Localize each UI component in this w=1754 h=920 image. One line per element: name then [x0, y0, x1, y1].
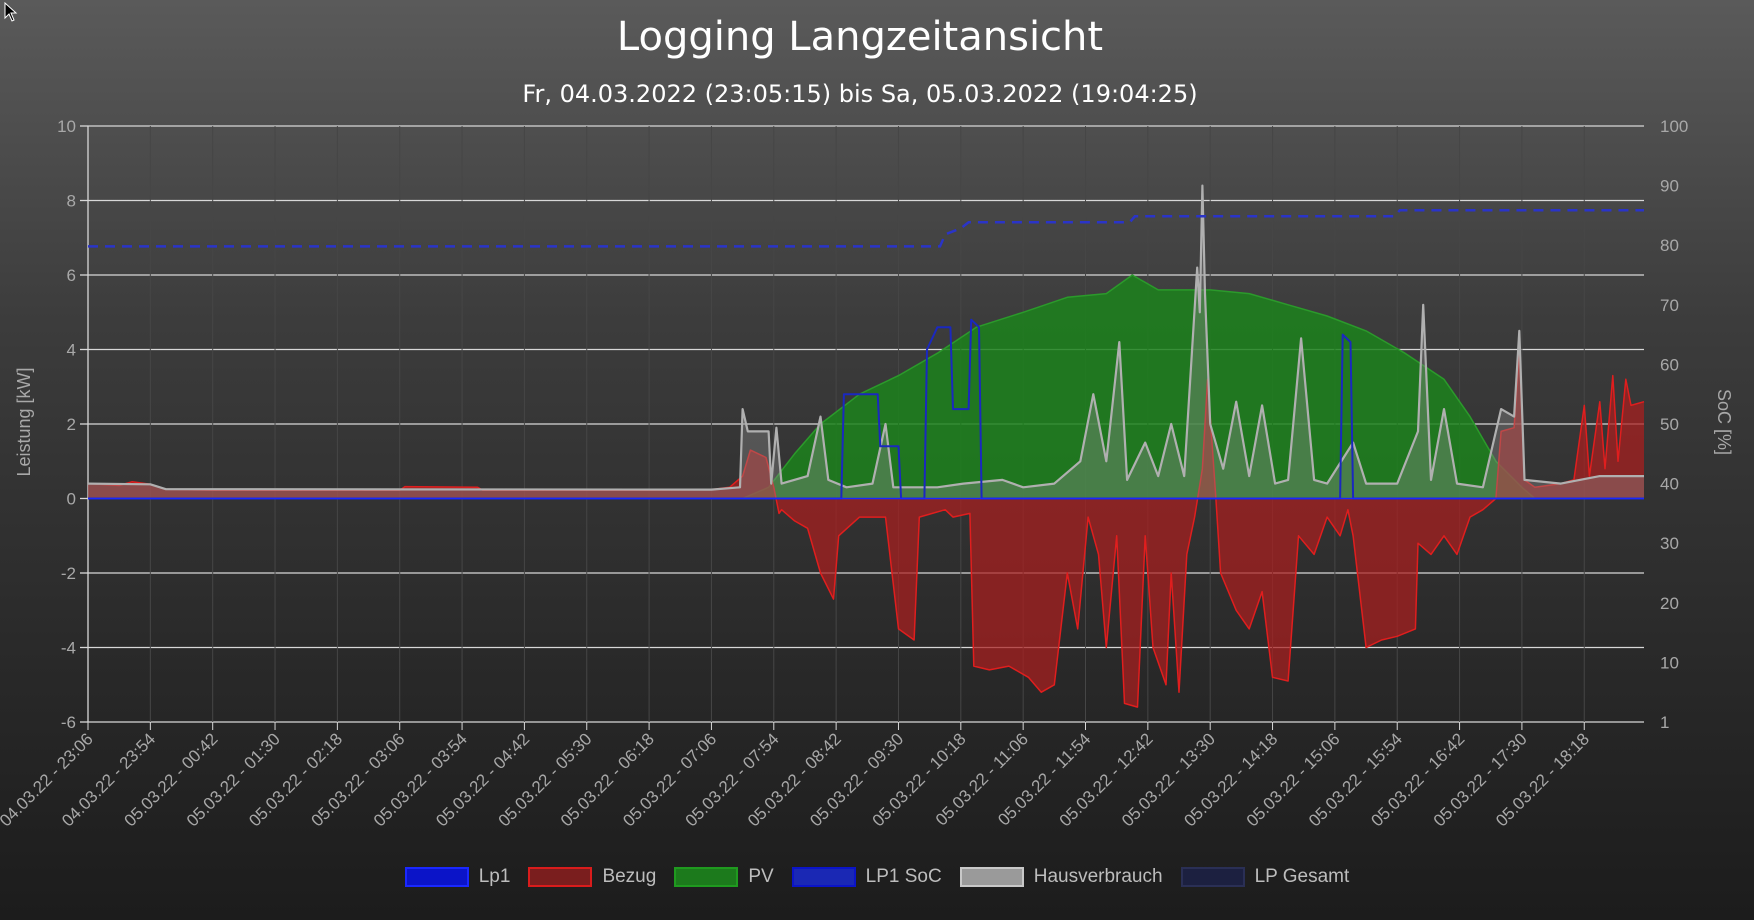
- y2-tick-label: 10: [1660, 653, 1679, 672]
- legend-swatch: [959, 867, 1024, 887]
- legend-item-lp1-soc[interactable]: LP1 SoC: [791, 866, 942, 888]
- legend-label: Lp1: [478, 866, 511, 887]
- y-tick-label: 0: [67, 490, 76, 509]
- y2-axis-label: SoC [%]: [1714, 389, 1734, 455]
- legend-label: Bezug: [602, 866, 657, 887]
- y2-tick-label: 1: [1660, 713, 1669, 732]
- legend-label: PV: [748, 866, 774, 887]
- y2-tick-label: 40: [1660, 475, 1679, 494]
- legend-swatch: [791, 867, 856, 887]
- y-tick-label: 6: [67, 266, 76, 285]
- y-tick-label: -6: [61, 713, 76, 732]
- y2-tick-label: 80: [1660, 236, 1679, 255]
- series-line-lp1-soc: [88, 318, 1644, 500]
- legend-swatch: [674, 867, 739, 887]
- y-tick-label: 4: [67, 341, 76, 360]
- legend-swatch: [404, 867, 469, 887]
- y-axis-label: Leistung [kW]: [14, 367, 34, 476]
- legend-item-hausverbrauch[interactable]: Hausverbrauch: [959, 866, 1163, 888]
- legend-swatch: [528, 867, 593, 887]
- y2-tick-label: 30: [1660, 534, 1679, 553]
- y-tick-label: -2: [61, 564, 76, 583]
- series-line-hausverbrauch: [87, 184, 1644, 491]
- y2-tick-label: 70: [1660, 296, 1679, 315]
- legend-item-lp1[interactable]: Lp1: [404, 866, 511, 888]
- y2-tick-label: 90: [1660, 177, 1679, 196]
- y2-tick-label: 100: [1660, 117, 1688, 136]
- legend-item-pv[interactable]: PV: [674, 866, 774, 888]
- y2-tick-label: 20: [1660, 594, 1679, 613]
- series-line-bezug: [87, 348, 1645, 708]
- chart-legend: Lp1 Bezug PV LP1 SoC Hausverbrauch LP Gesamt: [0, 866, 1754, 888]
- legend-label: LP1 SoC: [865, 866, 942, 887]
- y-tick-label: 10: [57, 117, 76, 136]
- chart-subtitle: Fr, 04.03.2022 (23:05:15) bis Sa, 05.03.…: [522, 80, 1198, 108]
- legend-label: LP Gesamt: [1254, 866, 1350, 887]
- y-tick-label: -4: [61, 639, 76, 658]
- y-tick-label: 8: [67, 192, 76, 211]
- y2-tick-label: 60: [1660, 355, 1679, 374]
- mouse-cursor-icon: [4, 1, 18, 27]
- series-line-pv: [88, 274, 1644, 500]
- chart-title: Logging Langzeitansicht: [616, 14, 1104, 60]
- legend-item-lp-gesamt[interactable]: LP Gesamt: [1180, 866, 1350, 888]
- legend-label: Hausverbrauch: [1033, 866, 1163, 887]
- y-tick-label: 2: [67, 415, 76, 434]
- y2-tick-label: 50: [1660, 415, 1679, 434]
- series-line-lp-gesamt: [88, 209, 1644, 248]
- legend-swatch: [1180, 867, 1245, 887]
- legend-item-bezug[interactable]: Bezug: [528, 866, 656, 888]
